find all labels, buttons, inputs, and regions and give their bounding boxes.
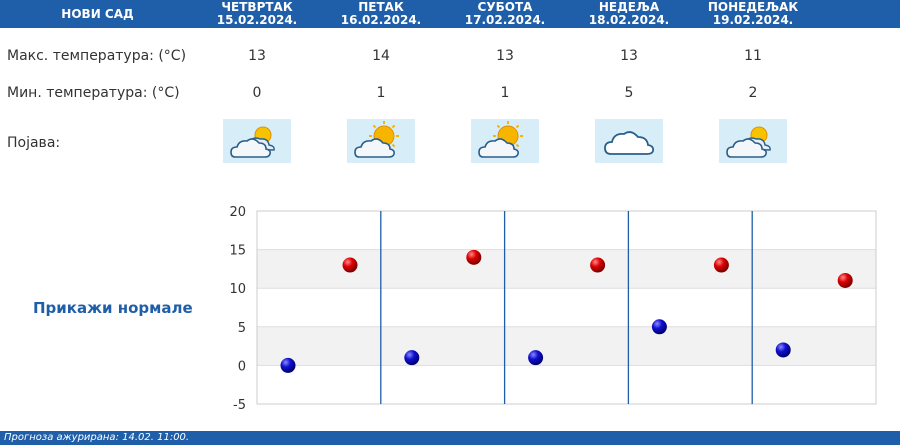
max-temp-point [713,257,729,273]
partly-cloudy-icon [719,119,787,163]
min-temp-value: 5 [624,85,634,101]
min-temp-point [651,319,667,335]
forecast-updated-footer: Прогноза ажурирана: 14.02. 11:00. [0,431,900,445]
y-tick-label: 0 [238,359,246,374]
min-temp-point [404,350,420,366]
y-tick-label: -5 [233,398,246,413]
day-date: 15.02.2024. [216,13,298,27]
plot-border [256,210,877,405]
day-header: СУБОТА 17.02.2024. [443,0,567,29]
day-date: 19.02.2024. [712,13,794,27]
min-temp-point [280,357,296,373]
max-temp-point [590,257,606,273]
y-tick-label: 15 [229,244,246,259]
day-name: ПОНЕДЕЉАК [707,0,799,14]
day-date: 18.02.2024. [588,13,670,27]
chart-band [257,326,876,366]
phenomenon-label: Појава: [7,135,61,151]
day-name: ПЕТАК [358,0,404,14]
show-normals-link[interactable]: Прикажи нормале [33,299,193,317]
day-date: 17.02.2024. [464,13,546,27]
min-temp-value: 0 [252,85,262,101]
day-name: ЧЕТВРТАК [221,0,293,14]
y-tick-label: 5 [238,321,246,336]
mostly-sunny-icon [347,119,415,163]
max-temp-label: Макс. температура: (°C) [7,48,187,64]
day-header: ПОНЕДЕЉАК 19.02.2024. [691,0,815,29]
day-header: ЧЕТВРТАК 15.02.2024. [195,0,319,29]
min-temp-value: 2 [748,85,758,101]
max-temp-value: 13 [496,48,514,64]
city-name: НОВИ САД [61,7,134,21]
min-temp-point [528,350,544,366]
cloudy-icon [595,119,663,163]
partly-cloudy-icon [223,119,291,163]
chart-band [257,211,876,250]
day-header: ПЕТАК 16.02.2024. [319,0,443,29]
chart-band [257,365,876,404]
mostly-sunny-icon [471,119,539,163]
max-temp-point [837,272,853,288]
forecast-header: НОВИ САД ЧЕТВРТАК 15.02.2024. ПЕТАК 16.02.2… [0,0,900,28]
day-header: НЕДЕЉА 18.02.2024. [567,0,691,29]
y-tick-label: 20 [229,205,246,220]
min-temp-value: 1 [376,85,386,101]
max-temp-point [342,257,358,273]
min-temp-value: 1 [500,85,510,101]
y-tick-label: 10 [229,282,246,297]
max-temp-value: 14 [372,48,390,64]
max-temp-value: 13 [248,48,266,64]
temperature-chart: 20 15 10 5 0 -5 [229,205,877,413]
day-date: 16.02.2024. [340,13,422,27]
min-temp-point [775,342,791,358]
chart-band [257,249,876,289]
day-name: СУБОТА [477,0,533,14]
max-temp-value: 13 [620,48,638,64]
day-name: НЕДЕЉА [598,0,660,14]
forecast-updated-text: Прогноза ажурирана: 14.02. 11:00. [4,432,190,443]
max-temp-value: 11 [744,48,762,64]
max-temp-point [466,249,482,265]
min-temp-label: Мин. температура: (°C) [7,85,180,101]
chart-band [257,288,876,327]
